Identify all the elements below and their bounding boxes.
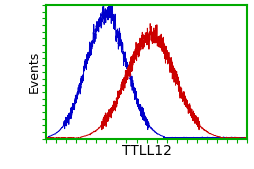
X-axis label: TTLL12: TTLL12 xyxy=(121,144,171,158)
Y-axis label: Events: Events xyxy=(27,51,40,93)
